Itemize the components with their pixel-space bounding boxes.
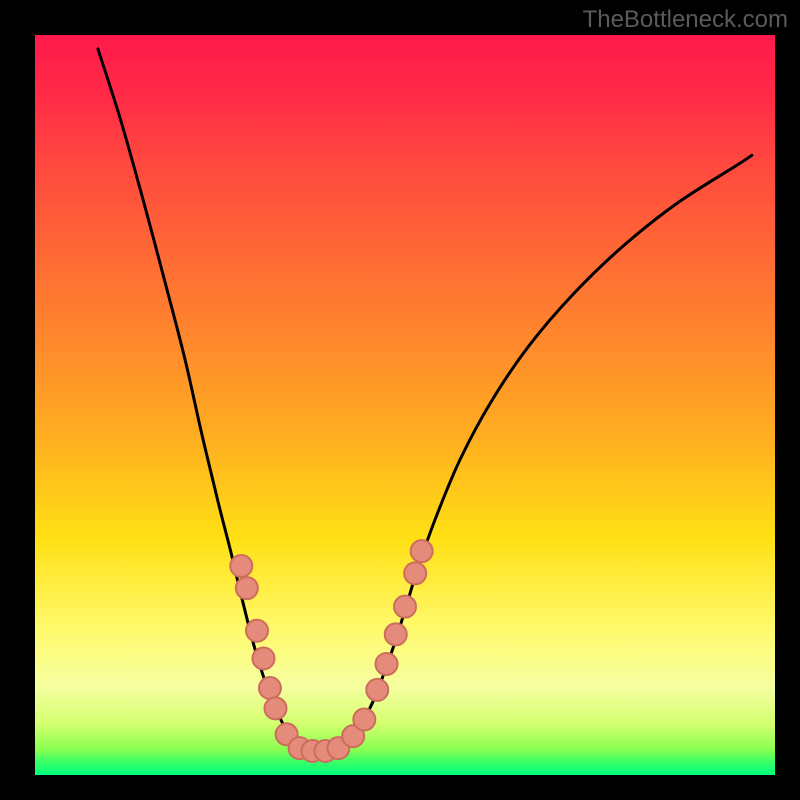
data-marker (259, 677, 281, 699)
data-marker (353, 709, 375, 731)
data-marker (376, 653, 398, 675)
data-marker (385, 623, 407, 645)
data-marker (236, 577, 258, 599)
data-marker (230, 555, 252, 577)
plot-area (35, 35, 775, 775)
chart-container: TheBottleneck.com (0, 0, 800, 800)
data-marker (404, 562, 426, 584)
data-marker (394, 596, 416, 618)
data-marker (246, 620, 268, 642)
bottleneck-chart (0, 0, 800, 800)
data-marker (252, 647, 274, 669)
data-marker (265, 697, 287, 719)
data-marker (366, 679, 388, 701)
data-marker (411, 540, 433, 562)
